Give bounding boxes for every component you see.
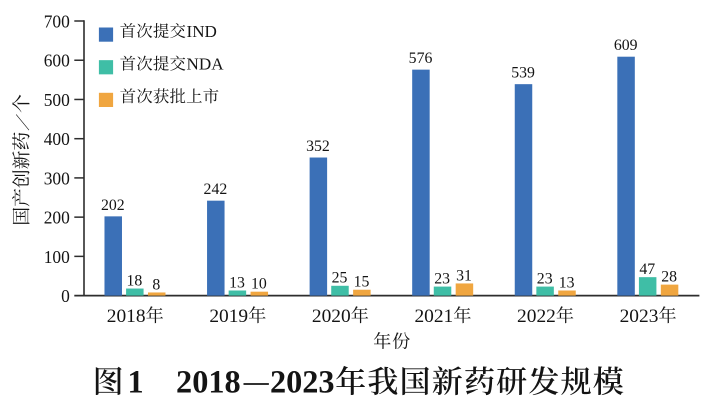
svg-text:IND: IND (187, 22, 217, 41)
svg-text:23: 23 (434, 270, 450, 287)
svg-text:2020: 2020 (312, 306, 351, 327)
svg-text:600: 600 (44, 51, 70, 71)
svg-text:8: 8 (152, 276, 160, 293)
svg-text:2023: 2023 (620, 306, 659, 327)
svg-text:0: 0 (61, 286, 70, 306)
svg-text:352: 352 (306, 138, 330, 155)
svg-text:202: 202 (101, 197, 125, 214)
svg-text:13: 13 (229, 274, 245, 291)
svg-text:539: 539 (511, 65, 535, 82)
svg-text:31: 31 (456, 267, 472, 284)
svg-text:2022: 2022 (517, 306, 556, 327)
svg-text:2021: 2021 (414, 306, 453, 327)
svg-text:300: 300 (44, 168, 70, 188)
svg-text:18: 18 (127, 272, 143, 289)
svg-text:2019: 2019 (209, 306, 248, 327)
svg-text:576: 576 (409, 50, 433, 67)
svg-text:100: 100 (44, 247, 70, 267)
svg-text:10: 10 (251, 276, 267, 293)
svg-text:1: 1 (128, 364, 144, 400)
svg-text:NDA: NDA (187, 54, 225, 73)
svg-text:200: 200 (44, 208, 70, 228)
svg-text:500: 500 (44, 90, 70, 110)
svg-text:242: 242 (204, 181, 228, 198)
svg-text:400: 400 (44, 129, 70, 149)
svg-text:47: 47 (639, 261, 655, 278)
svg-text:15: 15 (354, 274, 370, 291)
svg-text:2018: 2018 (107, 306, 146, 327)
svg-text:2018: 2018 (176, 364, 241, 400)
svg-text:2023: 2023 (270, 364, 335, 400)
svg-text:25: 25 (332, 270, 348, 287)
svg-text:28: 28 (661, 269, 677, 286)
svg-text:700: 700 (44, 11, 70, 31)
svg-text:609: 609 (614, 37, 638, 54)
svg-text:23: 23 (537, 270, 553, 287)
svg-text:13: 13 (559, 274, 575, 291)
